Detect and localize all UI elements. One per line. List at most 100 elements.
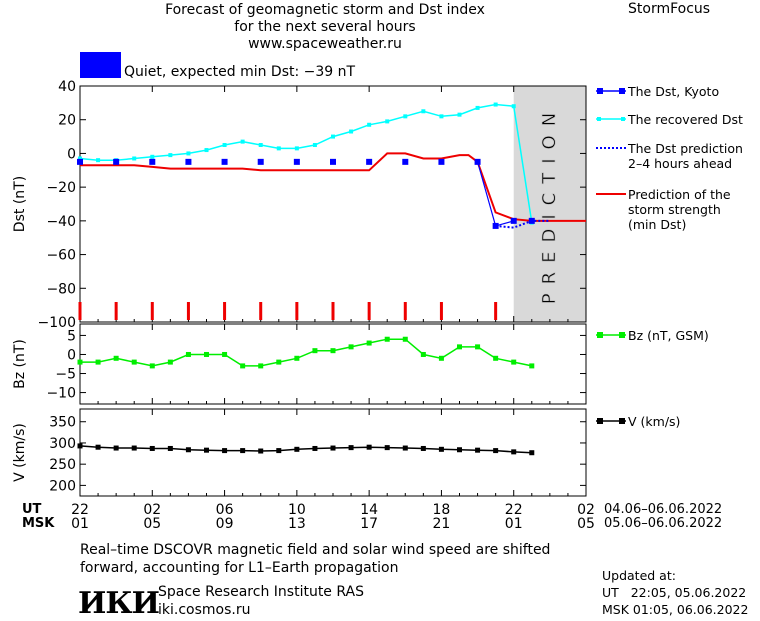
title-line-1: Forecast of geomagnetic storm and Dst in…	[165, 2, 485, 18]
series-dst-prediction	[495, 219, 550, 229]
footer-note-line-2: forward, accounting for L1–Earth propaga…	[80, 560, 399, 576]
ut-axis-label: UT	[22, 502, 42, 517]
point-bz	[113, 355, 119, 361]
institute-name: Space Research Institute RAS	[158, 584, 364, 600]
point-bz	[366, 340, 372, 346]
point-v	[258, 448, 264, 454]
series-storm-strength	[80, 152, 586, 222]
point-recovered-dst	[312, 143, 317, 147]
point-bz	[330, 348, 336, 354]
point-v	[222, 448, 228, 454]
storm-marker	[78, 302, 82, 320]
ytick-label-dst: −60	[46, 248, 76, 264]
updated-msk: MSK 01:05, 06.06.2022	[602, 602, 749, 617]
xtick-label-ut: 22	[505, 502, 523, 518]
ytick-label-dst: 40	[58, 79, 76, 95]
point-dst-kyoto	[149, 158, 156, 165]
point-v	[204, 447, 209, 453]
legend-dst-prediction-line-2: 2–4 hours ahead	[628, 156, 733, 171]
xtick-label-msk: 17	[360, 516, 378, 532]
ytick-label-dst: 20	[58, 113, 76, 129]
xtick-label-msk: 09	[216, 516, 234, 532]
point-recovered-dst	[186, 151, 191, 156]
storm-marker	[331, 302, 335, 320]
ytick-label-dst: −100	[38, 315, 76, 331]
point-dst-kyoto	[366, 158, 373, 165]
storm-marker	[439, 302, 443, 320]
point-v	[511, 449, 517, 455]
point-recovered-dst	[78, 156, 82, 161]
point-recovered-dst	[294, 146, 299, 151]
point-dst-kyoto	[293, 158, 300, 165]
point-bz	[511, 359, 517, 365]
iki-logo: ИКИ	[78, 586, 160, 621]
point-v	[95, 444, 101, 450]
storm-marker	[150, 302, 154, 320]
panel-frame-v	[79, 408, 587, 497]
xtick-label-msk: 13	[288, 516, 306, 532]
msk-axis-label: MSK	[22, 516, 55, 531]
storm-marker	[259, 302, 263, 320]
title-url: www.spaceweather.ru	[248, 36, 402, 52]
point-v	[384, 445, 390, 451]
footer-note: Real–time DSCOVR magnetic field and sola…	[80, 541, 550, 577]
ylabel-v: V (km/s)	[12, 423, 28, 482]
updated-info: Updated at: UT 22:05, 05.06.2022 MSK 01:…	[602, 567, 748, 618]
xtick-label-msk: 05	[577, 516, 595, 532]
point-dst-kyoto	[402, 158, 409, 165]
legend-storm-line-2: storm strength	[628, 202, 721, 217]
point-v	[149, 445, 155, 451]
point-bz	[222, 351, 228, 357]
point-recovered-dst	[204, 148, 209, 153]
point-recovered-dst	[96, 158, 101, 163]
point-v	[402, 445, 408, 451]
legend-storm-strength-label: Prediction of the storm strength (min Ds…	[628, 187, 731, 232]
point-bz	[402, 336, 408, 342]
point-v	[240, 448, 246, 454]
point-bz	[149, 363, 155, 369]
point-dst-kyoto	[221, 158, 228, 165]
status-swatch	[80, 52, 121, 78]
point-recovered-dst	[222, 143, 227, 147]
xtick-label-msk: 01	[71, 516, 89, 532]
point-bz	[475, 344, 481, 350]
point-bz	[167, 359, 173, 365]
storm-marker	[295, 302, 299, 320]
point-dst-kyoto	[330, 158, 336, 165]
prediction-band-label: PREDICTION	[539, 104, 560, 304]
point-dst-kyoto	[474, 158, 481, 165]
point-bz	[312, 348, 318, 354]
point-recovered-dst	[493, 102, 498, 107]
panel-frame-dst	[79, 85, 587, 323]
point-recovered-dst	[150, 154, 155, 159]
point-v	[330, 445, 336, 451]
point-recovered-dst	[132, 156, 137, 161]
legend-v-label: V (km/s)	[628, 414, 681, 429]
point-v	[312, 445, 318, 451]
point-bz	[276, 359, 282, 365]
point-v	[294, 446, 300, 452]
point-dst-kyoto	[438, 158, 445, 165]
point-recovered-dst	[385, 119, 390, 124]
point-v	[529, 450, 535, 456]
msk-date-range: 05.06–06.06.2022	[604, 516, 723, 531]
point-recovered-dst	[511, 104, 516, 109]
point-v	[438, 446, 444, 452]
ytick-label-bz: −5	[55, 367, 76, 383]
ytick-label-bz: 0	[67, 347, 76, 363]
storm-marker	[403, 302, 407, 320]
updated-ut: UT 22:05, 05.06.2022	[602, 585, 747, 600]
point-bz	[258, 363, 264, 369]
xtick-label-ut: 02	[143, 502, 161, 518]
xtick-label-msk: 21	[433, 516, 451, 532]
prediction-band	[513, 86, 586, 322]
point-v	[113, 445, 119, 451]
point-v	[276, 448, 282, 454]
ylabel-bz: Bz (nT)	[12, 339, 28, 389]
storm-marker	[186, 302, 190, 320]
ytick-label-v: 300	[49, 436, 76, 452]
point-bz	[294, 355, 300, 361]
point-bz	[204, 351, 209, 357]
point-v	[457, 447, 462, 453]
